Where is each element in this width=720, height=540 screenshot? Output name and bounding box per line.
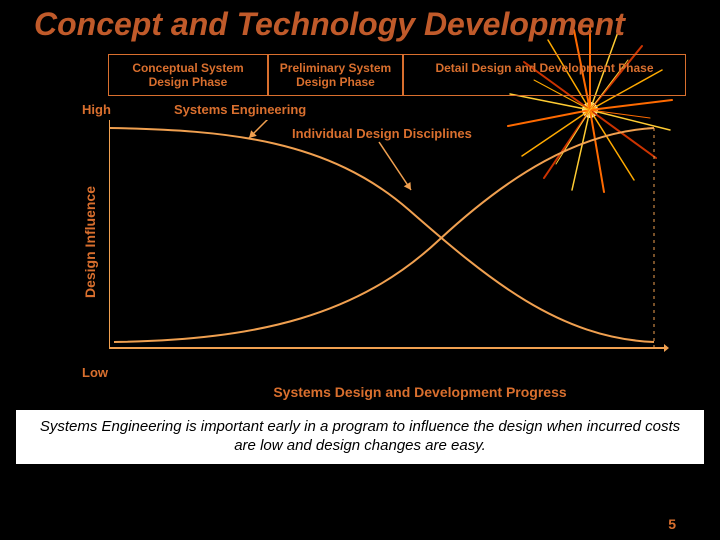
page-number: 5 (668, 516, 676, 532)
y-axis-label: Design Influence (82, 186, 98, 298)
phase-row: Conceptual System Design Phase Prelimina… (108, 54, 686, 97)
chart-area: High Systems Engineering Individual Desi… (34, 102, 686, 382)
y-label-low: Low (82, 365, 108, 380)
phase-box-preliminary: Preliminary System Design Phase (268, 54, 403, 97)
x-axis-label: Systems Design and Development Progress (120, 384, 720, 400)
y-label-high: High (82, 102, 111, 117)
phase-box-detail: Detail Design and Development Phase (403, 54, 686, 97)
phase-box-conceptual: Conceptual System Design Phase (108, 54, 268, 97)
summary-note: Systems Engineering is important early i… (16, 410, 704, 464)
influence-chart (109, 120, 669, 360)
curve-label-systems-eng: Systems Engineering (174, 102, 306, 117)
slide-title: Concept and Technology Development (0, 0, 720, 44)
